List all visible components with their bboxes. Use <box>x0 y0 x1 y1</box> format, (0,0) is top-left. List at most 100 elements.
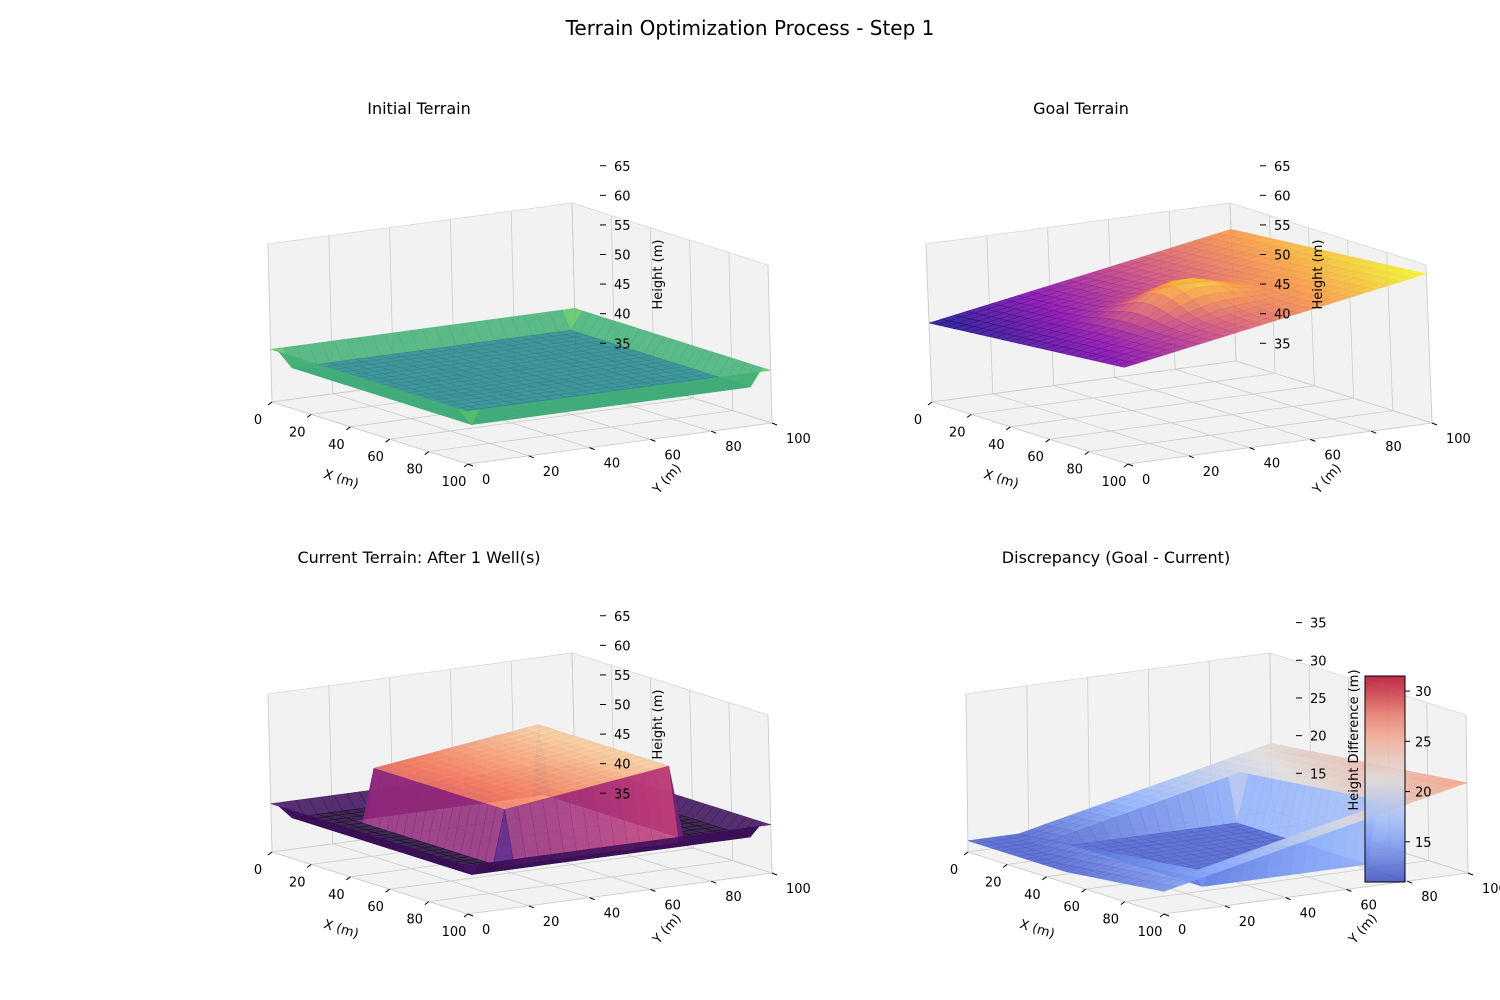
panel-1-x-tick: 80 <box>407 463 424 478</box>
panel-3-y-tick-mark <box>711 880 717 884</box>
panel-2-z-tick: 45 <box>1274 278 1291 293</box>
panel-2-y-tick-mark <box>1371 430 1377 434</box>
panel-1-x-tick-mark <box>424 451 430 456</box>
panel-2-x-tick: 100 <box>1102 475 1127 490</box>
panel-3-y-tick: 0 <box>482 923 490 938</box>
panel-4-y-tick-mark <box>1467 872 1474 876</box>
panel-3-x-tick: 60 <box>367 900 384 915</box>
figure-title: Terrain Optimization Process - Step 1 <box>565 16 935 40</box>
panel-4-x-tick-mark <box>1159 913 1165 918</box>
panel-3-z-tick: 65 <box>614 610 631 625</box>
panel-4-z-tick: 20 <box>1310 730 1327 745</box>
panel-2-xlabel: X (m) <box>982 467 1021 492</box>
panel-3-y-tick-mark <box>528 905 534 909</box>
panel-2-y-tick: 80 <box>1385 440 1402 455</box>
colorbar-tick: 25 <box>1415 735 1432 750</box>
panel-2-zlabel: Height (m) <box>1311 240 1326 310</box>
panel-1-z-tick: 35 <box>614 337 631 352</box>
panel-2-x-tick-mark <box>1123 463 1129 468</box>
panel-3-x-tick: 40 <box>328 888 345 903</box>
panel-4-title: Discrepancy (Goal - Current) <box>1002 548 1230 567</box>
panel-4-y-tick-mark <box>1163 913 1170 917</box>
panel-2-title: Goal Terrain <box>1033 99 1129 118</box>
surface-2 <box>928 229 1428 368</box>
panel-4-x-tick-mark <box>963 851 969 856</box>
panel-3-y-tick: 60 <box>664 898 681 913</box>
colorbar-tick: 20 <box>1415 786 1432 801</box>
panel-3-z-tick: 60 <box>614 639 631 654</box>
panel-2-y-tick-mark <box>1310 438 1316 442</box>
panel-4-x-tick: 0 <box>950 863 958 878</box>
panel-2-y-tick-mark <box>1188 455 1194 459</box>
panel-2-x-tick-mark <box>966 413 972 418</box>
panel-4-x-tick: 80 <box>1103 913 1120 928</box>
colorbar <box>1364 675 1406 883</box>
panel-3-x-tick-mark <box>346 876 351 881</box>
panel-2-y-tick-mark <box>1431 422 1438 426</box>
panel-1-y-tick-mark <box>467 463 474 467</box>
panel-4-y-tick: 0 <box>1178 923 1186 938</box>
panel-4-y-tick: 60 <box>1360 898 1377 913</box>
panel-3-xlabel: X (m) <box>322 917 361 942</box>
panel-3-x-tick: 20 <box>289 875 306 890</box>
panel-4-x-tick-mark <box>1042 876 1047 881</box>
panel-3-z-tick: 45 <box>614 728 631 743</box>
panel-1-z-tick: 60 <box>614 189 631 204</box>
panel-3-x-tick: 100 <box>442 925 467 940</box>
panel-2-x-tick: 20 <box>949 425 966 440</box>
panel-1-y-tick-mark <box>589 447 595 451</box>
panel-4-x-tick-mark <box>1120 901 1126 905</box>
panel-3-x-tick-mark <box>267 851 273 856</box>
panel-3-title: Current Terrain: After 1 Well(s) <box>297 548 540 567</box>
panel-3-y-tick: 40 <box>604 907 621 922</box>
panel-2-y-tick-mark <box>1127 463 1134 467</box>
panel-2-y-tick: 60 <box>1324 448 1341 463</box>
panel-2-x-tick: 0 <box>914 413 922 428</box>
panel-4-y-tick-mark <box>1224 905 1230 909</box>
panel-3-z-tick: 55 <box>614 669 631 684</box>
panel-4-y-tick: 20 <box>1239 915 1256 930</box>
panel-1-x-tick: 0 <box>254 413 262 428</box>
panel-3-y-tick: 20 <box>543 915 560 930</box>
surface-3 <box>270 724 771 875</box>
panel-1-ylabel: Y (m) <box>649 461 684 498</box>
panel-1-y-tick: 20 <box>543 465 560 480</box>
panel-2-x-tick: 40 <box>988 438 1005 453</box>
panel-2-y-tick: 20 <box>1203 465 1220 480</box>
panel-3-x-tick-mark <box>424 901 430 905</box>
panel-4-z-tick: 15 <box>1310 767 1327 782</box>
panel-1-y-tick: 80 <box>725 440 742 455</box>
panel-1-z-tick: 50 <box>614 249 631 264</box>
panel-2-z-tick: 50 <box>1274 249 1291 264</box>
colorbar-tick: 30 <box>1415 685 1432 700</box>
panel-4-z-tick: 25 <box>1310 692 1327 707</box>
panel-3-y-tick-mark <box>467 913 474 917</box>
panel-1-x-tick-mark <box>463 463 469 468</box>
panel-1-z-tick: 45 <box>614 278 631 293</box>
panel-4-x-tick-mark <box>1002 864 1008 868</box>
panel-4-x-tick: 20 <box>985 875 1002 890</box>
panel-1-z-tick: 65 <box>614 160 631 175</box>
panel-3-x-tick: 80 <box>407 913 424 928</box>
panel-4-x-tick: 40 <box>1024 888 1041 903</box>
panel-3-y-tick-mark <box>771 872 778 876</box>
surface-4 <box>967 743 1468 892</box>
panel-2-z-tick: 60 <box>1274 189 1291 204</box>
panel-1-y-tick-mark <box>771 422 778 426</box>
panel-3-x-tick-mark <box>385 888 390 893</box>
panel-1-z-tick: 55 <box>614 219 631 234</box>
panel-1-x-tick-mark <box>385 438 390 443</box>
panel-4-x-tick-mark <box>1081 888 1086 893</box>
panel-2-y-tick: 0 <box>1142 473 1150 488</box>
panel-4-z-tick: 30 <box>1310 654 1327 669</box>
panel-1-y-tick-mark <box>528 455 534 459</box>
panel-2-x-tick: 60 <box>1027 450 1044 465</box>
panel-2-z-tick: 65 <box>1274 160 1291 175</box>
panel-1-x-tick: 100 <box>442 475 467 490</box>
panel-2-z-tick: 40 <box>1274 308 1291 323</box>
panel-1-x-tick-mark <box>267 401 273 406</box>
panel-2-y-tick: 100 <box>1446 432 1471 447</box>
panel-1-y-tick: 100 <box>786 432 811 447</box>
panel-3-x-tick-mark <box>463 913 469 918</box>
